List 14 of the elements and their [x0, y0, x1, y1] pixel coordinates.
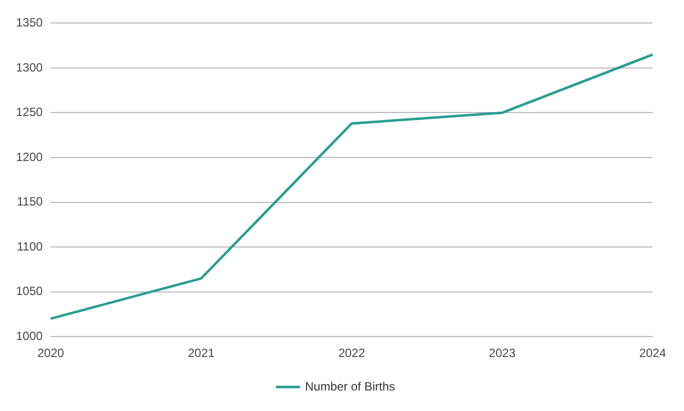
y-tick-label: 1100 [16, 239, 44, 254]
legend-label: Number of Births [304, 379, 396, 394]
y-tick-label: 1150 [16, 194, 44, 209]
x-tick-label: 2021 [188, 346, 215, 360]
x-tick-label: 2023 [488, 346, 516, 360]
x-tick-label: 2020 [37, 346, 64, 360]
y-tick-label: 1250 [16, 105, 44, 120]
x-tick-label: 2022 [338, 346, 366, 360]
y-tick-label: 1050 [16, 284, 44, 298]
y-tick-label: 1000 [16, 328, 44, 343]
y-tick-label: 1300 [16, 60, 44, 74]
y-tick-label: 1200 [16, 150, 44, 164]
y-tick-label: 1350 [16, 16, 44, 30]
x-tick-label: 2024 [639, 346, 666, 360]
